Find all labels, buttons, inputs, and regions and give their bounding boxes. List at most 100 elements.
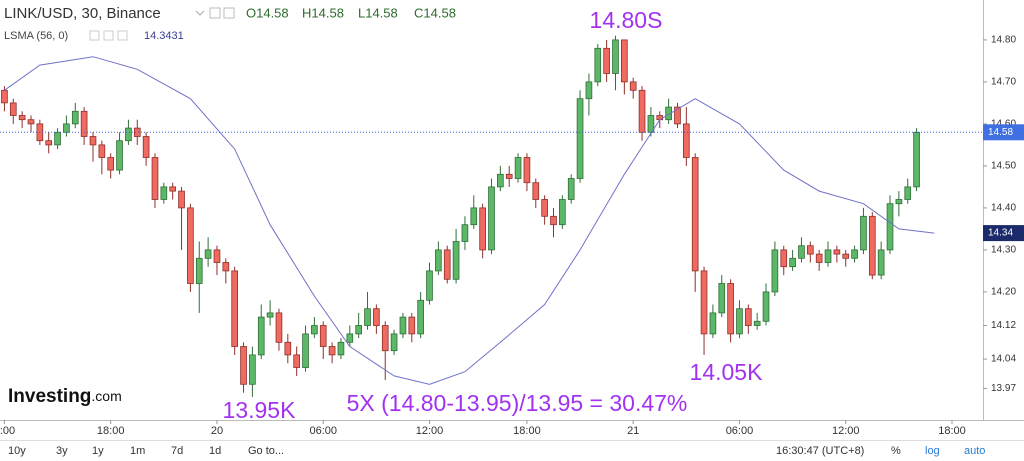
lsma-last-box <box>983 225 1024 242</box>
range-button[interactable]: 10y <box>8 445 26 457</box>
y-tick-label: 14.60 <box>991 119 1016 130</box>
candle-body <box>851 249 858 259</box>
candle-body <box>399 316 407 335</box>
candle-body <box>116 140 123 171</box>
indicator-icon[interactable] <box>89 30 100 41</box>
candle-body <box>718 283 726 314</box>
x-tick-label: 12:00 <box>832 425 860 437</box>
candle-body <box>45 140 53 146</box>
x-tick-label: 06:00 <box>726 425 754 437</box>
candle-body <box>762 291 770 322</box>
candle-body <box>771 249 779 293</box>
candle-body <box>364 308 371 326</box>
candle-body <box>346 333 354 343</box>
log-button[interactable]: log <box>925 445 940 457</box>
candle-body <box>594 47 602 83</box>
candle-body <box>700 270 708 335</box>
candle-body <box>621 39 628 83</box>
candle-body <box>523 157 531 184</box>
candle-body <box>293 354 300 368</box>
last-price-box <box>983 124 1024 141</box>
range-button[interactable]: 3y <box>56 445 68 457</box>
x-tick-label: 12:00 <box>416 425 444 437</box>
candle-body <box>780 249 788 268</box>
candle-body <box>815 253 823 263</box>
candle-body <box>231 270 239 347</box>
candle-body <box>125 127 132 142</box>
candle-body <box>913 131 920 188</box>
candle-body <box>187 207 194 284</box>
candle-body <box>612 39 619 74</box>
dropdown-icon[interactable] <box>195 10 205 16</box>
candle-body <box>727 283 734 335</box>
close-value: C14.58 <box>414 5 456 20</box>
y-tick-label: 14.70 <box>991 77 1016 88</box>
candle-body <box>824 249 832 263</box>
indicator-icon[interactable] <box>103 30 114 41</box>
candle-body <box>337 341 345 356</box>
candle-body <box>470 207 478 226</box>
indicator-icon[interactable] <box>117 30 128 41</box>
candle-body <box>895 199 903 205</box>
logo: Investing.com <box>8 386 122 407</box>
candle-body <box>435 249 442 272</box>
candle-body <box>27 119 35 125</box>
candle-body <box>647 115 655 133</box>
candle-body <box>18 115 26 121</box>
indicator-value: 14.3431 <box>144 30 184 42</box>
candle-body <box>443 249 451 280</box>
low-value: L14.58 <box>358 5 398 20</box>
candle-body <box>656 115 664 121</box>
candle-body <box>284 341 292 356</box>
hide-icon[interactable] <box>223 7 235 19</box>
y-tick-label: 14.50 <box>991 161 1016 172</box>
candle-body <box>240 346 247 385</box>
candle-body <box>160 186 168 200</box>
candle-body <box>142 136 150 158</box>
y-tick-label: 14.80 <box>991 35 1016 46</box>
candle-body <box>559 199 566 226</box>
candle-body <box>408 316 416 335</box>
candle-body <box>567 178 575 200</box>
candle-body <box>54 131 61 146</box>
settings-icon[interactable] <box>209 7 221 19</box>
candle-body <box>302 333 309 368</box>
candle-body <box>257 316 265 356</box>
candle-body <box>213 249 221 263</box>
candle-body <box>319 325 327 347</box>
candle-body <box>9 102 17 116</box>
candle-body <box>585 81 593 100</box>
range-button[interactable]: 1d <box>209 445 221 457</box>
candle-body <box>373 308 380 326</box>
range-button[interactable]: 1y <box>92 445 104 457</box>
annotation: 13.95K <box>223 397 297 423</box>
range-button[interactable]: 7d <box>171 445 183 457</box>
high-value: H14.58 <box>302 5 344 20</box>
candle-body <box>328 346 336 356</box>
logo-suffix: .com <box>91 388 121 404</box>
clock: 16:30:47 (UTC+8) <box>776 445 864 457</box>
auto-button[interactable]: auto <box>964 445 985 457</box>
candle-body <box>417 299 424 335</box>
y-tick-label: 14.04 <box>991 354 1016 365</box>
candle-body <box>886 203 894 251</box>
candle-body <box>753 320 761 326</box>
percent-button[interactable]: % <box>891 445 901 457</box>
candle-body <box>532 182 540 200</box>
candle-body <box>461 224 469 242</box>
y-tick-label: 14.12 <box>991 320 1016 331</box>
y-tick-label: 14.20 <box>991 287 1016 298</box>
goto-button[interactable]: Go to... <box>248 445 284 457</box>
toolbar: 10y 3y 1y 1m 7d 1d Go to... 16:30:47 (UT… <box>8 445 985 457</box>
candle-body <box>736 308 743 335</box>
candle-body <box>860 215 867 251</box>
y-tick-label: 14.30 <box>991 245 1016 256</box>
candle-body <box>479 207 486 251</box>
candle-body <box>798 245 805 259</box>
annotation: 5X (14.80-13.95)/13.95 = 30.47% <box>347 390 688 416</box>
lsma-last-label: 14.34 <box>988 228 1013 239</box>
candle-body <box>222 262 230 272</box>
range-button[interactable]: 1m <box>130 445 145 457</box>
